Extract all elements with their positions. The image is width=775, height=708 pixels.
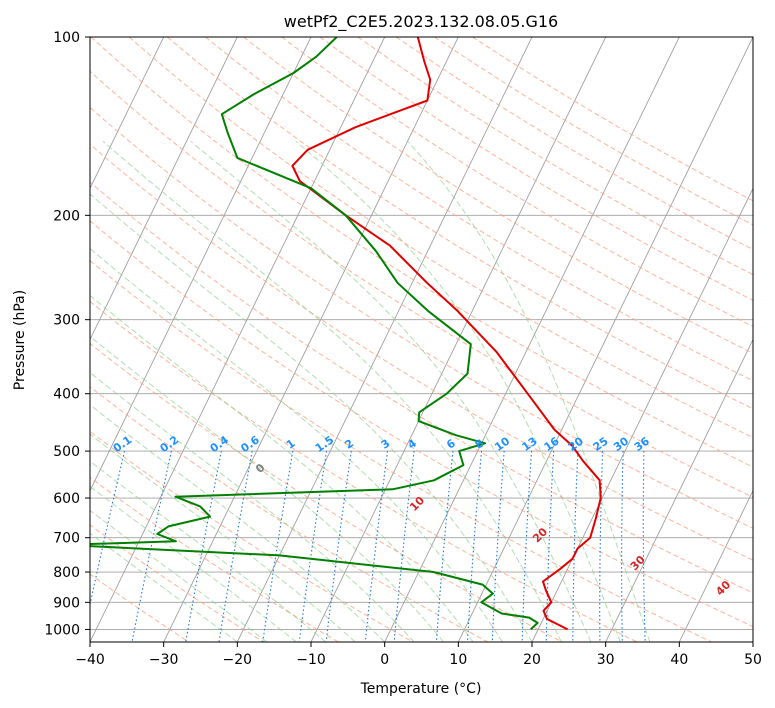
chart-title: wetPf2_C2E5.2023.132.08.05.G16 bbox=[284, 12, 558, 32]
y-tick-label: 600 bbox=[53, 491, 80, 507]
y-tick-label: 500 bbox=[53, 444, 80, 460]
dry-adiabat-line bbox=[166, 37, 753, 410]
moist-adiabat-line bbox=[90, 460, 327, 642]
y-axis-title: Pressure (hPa) bbox=[12, 290, 28, 390]
y-tick-label: 400 bbox=[53, 387, 80, 403]
mixing-ratio-line bbox=[521, 451, 533, 642]
mixing-ratio-line bbox=[435, 451, 454, 642]
moist-adiabat-lines bbox=[90, 140, 651, 642]
mixing-ratio-line bbox=[545, 451, 555, 642]
y-tick-label: 700 bbox=[53, 531, 80, 547]
moist-adiabat-line bbox=[90, 532, 238, 642]
moist-adiabat-line bbox=[90, 294, 474, 642]
x-tick-label: −10 bbox=[296, 652, 326, 668]
y-tick-label: 200 bbox=[53, 208, 80, 224]
dry-adiabat-line bbox=[90, 70, 753, 498]
dry-adiabat-line bbox=[205, 37, 753, 382]
moist-adiabat-line bbox=[90, 247, 503, 642]
x-tick-label: 20 bbox=[523, 652, 541, 668]
plot-frame bbox=[89, 36, 754, 643]
x-tick-label: −30 bbox=[149, 652, 179, 668]
x-tick-label: 40 bbox=[670, 652, 688, 668]
y-tick-label: 900 bbox=[53, 595, 80, 611]
mixing-ratio-line bbox=[621, 451, 624, 642]
dry-adiabat-line bbox=[90, 181, 753, 594]
dry-adiabat-line bbox=[128, 37, 753, 439]
y-tick-label: 100 bbox=[53, 30, 80, 46]
plot-area: 0.10.20.40.611.52346810131620253036-100-… bbox=[90, 37, 753, 642]
dry-adiabat-line bbox=[90, 476, 339, 642]
dry-adiabat-line bbox=[90, 430, 414, 642]
mixing-ratio-line bbox=[364, 451, 389, 642]
moist-adiabat-line bbox=[407, 140, 651, 642]
mixing-ratio-line bbox=[393, 451, 415, 642]
mixing-ratio-line bbox=[572, 451, 579, 642]
isotherm-line bbox=[384, 37, 680, 642]
mixing-ratio-line bbox=[599, 451, 604, 642]
dry-adiabat-line bbox=[90, 143, 753, 561]
dry-adiabat-line bbox=[319, 37, 753, 301]
moist-adiabat-line bbox=[190, 140, 592, 642]
mixing-ratio-line bbox=[325, 451, 352, 642]
mixing-ratio-line bbox=[131, 450, 172, 642]
y-tick-label: 800 bbox=[53, 565, 80, 581]
dry-adiabat-line bbox=[90, 524, 264, 642]
moist-adiabat-line bbox=[295, 140, 621, 642]
mixing-ratio-line bbox=[466, 451, 483, 642]
moist-adiabat-line bbox=[90, 371, 415, 642]
y-tick-label: 1000 bbox=[44, 622, 80, 638]
mixing-ratio-line bbox=[262, 451, 294, 642]
moist-adiabat-line bbox=[90, 485, 297, 642]
moist-adiabat-line bbox=[90, 404, 386, 642]
moist-adiabat-line bbox=[90, 193, 533, 642]
x-tick-label: 10 bbox=[449, 652, 467, 668]
moist-adiabat-line bbox=[102, 140, 562, 642]
moist-adiabat-line bbox=[90, 509, 268, 642]
isotherm-line bbox=[236, 37, 533, 642]
mixing-ratio-line bbox=[90, 450, 126, 607]
pressure-gridlines bbox=[90, 37, 753, 630]
profile-series bbox=[90, 37, 602, 631]
x-tick-label: −40 bbox=[75, 652, 105, 668]
mixing-ratio-line bbox=[185, 450, 222, 642]
x-axis-title: Temperature (°C) bbox=[360, 681, 482, 697]
x-tick-label: 0 bbox=[380, 652, 389, 668]
isotherm-line bbox=[90, 37, 165, 190]
dry-adiabat-line bbox=[90, 260, 712, 642]
x-tick-label: 30 bbox=[597, 652, 615, 668]
dry-adiabat-line bbox=[90, 106, 753, 529]
mixing-ratio-line bbox=[491, 451, 505, 642]
x-tick-label: −20 bbox=[223, 652, 253, 668]
mixing-ratio-line bbox=[642, 451, 646, 642]
x-tick-label: 50 bbox=[744, 652, 762, 668]
temperature-line bbox=[291, 37, 602, 631]
mixing-ratio-lines bbox=[90, 450, 646, 642]
isotherm-line bbox=[678, 489, 753, 642]
dry-adiabat-lines bbox=[90, 37, 753, 642]
isotherm-line bbox=[457, 37, 753, 642]
isotherm-line bbox=[531, 187, 753, 642]
isotherm-line bbox=[90, 37, 386, 642]
mixing-ratio-line bbox=[298, 451, 328, 642]
isotherm-line bbox=[90, 37, 312, 492]
axis-ticks: −40 −30 −20 −10 0 10 20 30 40 50 100 200 300 400 500 60… bbox=[44, 30, 762, 668]
dry-adiabat-line bbox=[90, 300, 638, 642]
dry-adiabat-line bbox=[90, 220, 753, 628]
isotherm-line bbox=[163, 37, 459, 642]
y-tick-label: 300 bbox=[53, 313, 80, 329]
dry-adiabat-line bbox=[90, 342, 563, 642]
isotherm-line bbox=[605, 338, 753, 642]
dewpoint-line bbox=[90, 37, 539, 631]
